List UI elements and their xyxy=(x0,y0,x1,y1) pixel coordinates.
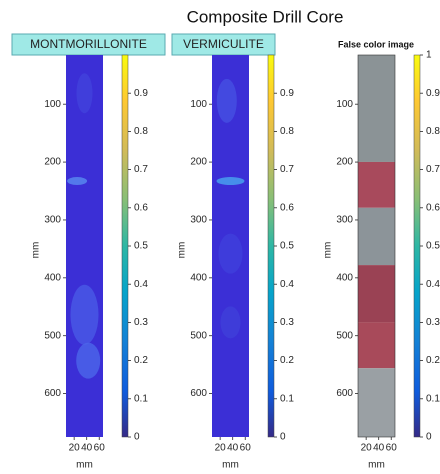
colorbar-tick-label: 0.7 xyxy=(426,164,440,175)
y-tick-label: 100 xyxy=(190,99,207,110)
colorbar xyxy=(413,54,421,438)
y-tick-label: 300 xyxy=(190,215,207,226)
colorbar-tick-label: 0.7 xyxy=(134,164,148,175)
y-tick-label: 400 xyxy=(336,272,353,283)
colorbar-tick-label: 0.8 xyxy=(280,126,294,137)
colorbar-tick-label: 0.2 xyxy=(426,355,440,366)
x-axis-label: mm xyxy=(368,460,385,471)
colorbar-tick-label: 0.2 xyxy=(280,355,294,366)
colorbar-tick-label: 0.1 xyxy=(134,393,148,404)
y-tick-label: 400 xyxy=(190,272,207,283)
colorbar-tick-label: 0.6 xyxy=(134,202,148,213)
y-tick-label: 300 xyxy=(336,215,353,226)
colorbar-tick-label: 0.4 xyxy=(426,279,440,290)
x-tick-label: 20 xyxy=(361,443,373,454)
colorbar-tick-label: 0.5 xyxy=(280,241,294,252)
colorbar-tick-label: 0.4 xyxy=(134,279,148,290)
heatmap-blob xyxy=(76,342,101,379)
core-segment xyxy=(358,207,395,266)
panel-title: MONTMORILLONITE xyxy=(30,37,147,51)
figure-title: Composite Drill Core xyxy=(187,7,344,26)
heatmap-blob xyxy=(70,284,99,345)
core-segment xyxy=(358,265,395,323)
x-axis-label: mm xyxy=(76,460,93,471)
heatmap-blob xyxy=(67,177,88,186)
core-frame xyxy=(357,54,396,438)
y-tick-label: 400 xyxy=(44,272,61,283)
panel-title: False color image xyxy=(338,39,414,49)
y-tick-label: 500 xyxy=(44,330,61,341)
colorbar-tick-label: 0.2 xyxy=(134,355,148,366)
colorbar-tick-label: 1 xyxy=(426,50,432,61)
x-tick-label: 20 xyxy=(215,443,227,454)
y-axis-label: mm xyxy=(177,242,188,259)
heatmap-blob xyxy=(218,233,243,274)
colorbar-tick-label: 0.9 xyxy=(426,88,440,99)
colorbar-tick-label: 0.3 xyxy=(280,317,294,328)
x-tick-label: 40 xyxy=(373,443,385,454)
colorbar-tick-label: 0.1 xyxy=(280,393,294,404)
y-tick-label: 200 xyxy=(44,157,61,168)
colorbar xyxy=(267,54,275,438)
y-axis-label: mm xyxy=(31,242,42,259)
panel-title: VERMICULITE xyxy=(183,37,264,51)
core-segment xyxy=(358,368,395,437)
core-segment xyxy=(358,161,395,208)
core-segment xyxy=(358,322,395,369)
x-tick-label: 60 xyxy=(386,443,398,454)
colorbar xyxy=(121,54,129,438)
y-tick-label: 600 xyxy=(190,388,207,399)
colorbar-tick-label: 0.8 xyxy=(134,126,148,137)
y-tick-label: 500 xyxy=(190,330,207,341)
x-axis-label: mm xyxy=(222,460,239,471)
y-tick-label: 600 xyxy=(336,388,353,399)
colorbar-tick-label: 0.5 xyxy=(134,241,148,252)
y-tick-label: 100 xyxy=(336,99,353,110)
colorbar-tick-label: 0.6 xyxy=(426,202,440,213)
heatmap-blob xyxy=(220,306,241,339)
y-tick-label: 600 xyxy=(44,388,61,399)
colorbar-tick-label: 0.6 xyxy=(280,202,294,213)
x-tick-label: 40 xyxy=(81,443,93,454)
colorbar-tick-label: 0 xyxy=(426,432,432,443)
x-tick-label: 60 xyxy=(240,443,252,454)
y-axis-label: mm xyxy=(323,242,334,259)
x-tick-label: 60 xyxy=(94,443,106,454)
x-tick-label: 20 xyxy=(69,443,81,454)
y-tick-label: 300 xyxy=(44,215,61,226)
y-tick-label: 200 xyxy=(190,157,207,168)
colorbar-tick-label: 0.3 xyxy=(426,317,440,328)
colorbar-tick-label: 0.1 xyxy=(426,393,440,404)
colorbar-tick-label: 0.5 xyxy=(426,241,440,252)
colorbar-tick-label: 0.4 xyxy=(280,279,294,290)
y-tick-label: 100 xyxy=(44,99,61,110)
colorbar-tick-label: 0.3 xyxy=(134,317,148,328)
y-tick-label: 200 xyxy=(336,157,353,168)
core-segment xyxy=(358,55,395,162)
colorbar-tick-label: 0.7 xyxy=(280,164,294,175)
x-tick-label: 40 xyxy=(227,443,239,454)
colorbar-tick-label: 0.9 xyxy=(280,88,294,99)
y-tick-label: 500 xyxy=(336,330,353,341)
heatmap-blob xyxy=(216,177,245,186)
colorbar-tick-label: 0 xyxy=(280,432,286,443)
heatmap-blob xyxy=(76,73,93,114)
heatmap-blob xyxy=(216,78,237,123)
colorbar-tick-label: 0 xyxy=(134,432,140,443)
colorbar-tick-label: 0.8 xyxy=(426,126,440,137)
colorbar-tick-label: 0.9 xyxy=(134,88,148,99)
